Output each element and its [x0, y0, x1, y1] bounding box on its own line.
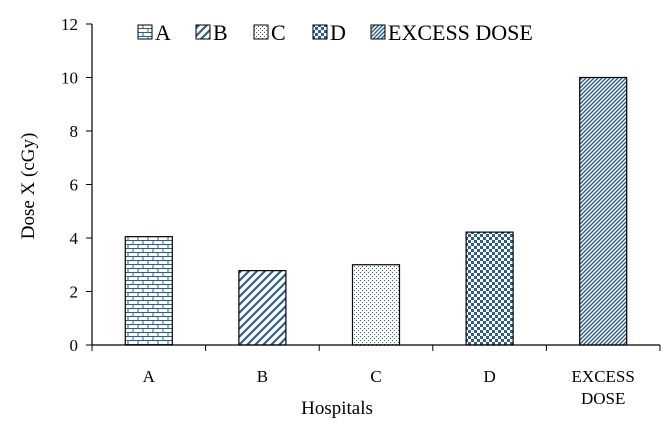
x-axis-ticks: A B C D EXCESS DOSE: [91, 345, 661, 408]
legend-label: A: [155, 20, 171, 45]
y-axis-ticks: 0 2 4 6 8 10 12: [61, 15, 92, 355]
bar-d: [465, 231, 514, 346]
legend-swatch: [312, 24, 328, 40]
y-tick-label: 0: [70, 336, 79, 355]
x-tick-label: DOSE: [581, 389, 625, 408]
y-tick-label: 2: [70, 283, 79, 302]
legend-label: C: [271, 20, 286, 45]
x-tick-label: EXCESS: [572, 367, 635, 386]
bars: [124, 76, 628, 346]
legend-swatch: [195, 24, 211, 40]
legend-label: D: [330, 20, 346, 45]
bar-excess-dose: [579, 76, 628, 346]
legend: A B C D EXCESS DOSE: [137, 20, 533, 45]
legend-label: EXCESS DOSE: [388, 20, 533, 45]
x-tick-label: D: [483, 367, 495, 386]
y-tick-label: 4: [70, 229, 79, 248]
y-axis-title: Dose X (cGy): [18, 133, 39, 240]
bar-c: [351, 264, 401, 346]
y-tick-label: 8: [70, 122, 79, 141]
legend-swatch: [253, 24, 269, 40]
legend-swatch: [370, 24, 386, 40]
x-tick-label: B: [257, 367, 268, 386]
bar-a: [124, 236, 173, 346]
x-tick-label: C: [370, 367, 381, 386]
x-tick-label: A: [143, 367, 156, 386]
y-tick-label: 6: [70, 176, 79, 195]
x-axis-title: Hospitals: [301, 398, 373, 419]
bar-b: [238, 270, 287, 346]
legend-swatch: [137, 24, 153, 40]
y-tick-label: 12: [61, 15, 78, 34]
y-tick-label: 10: [61, 69, 78, 88]
legend-label: B: [213, 20, 228, 45]
